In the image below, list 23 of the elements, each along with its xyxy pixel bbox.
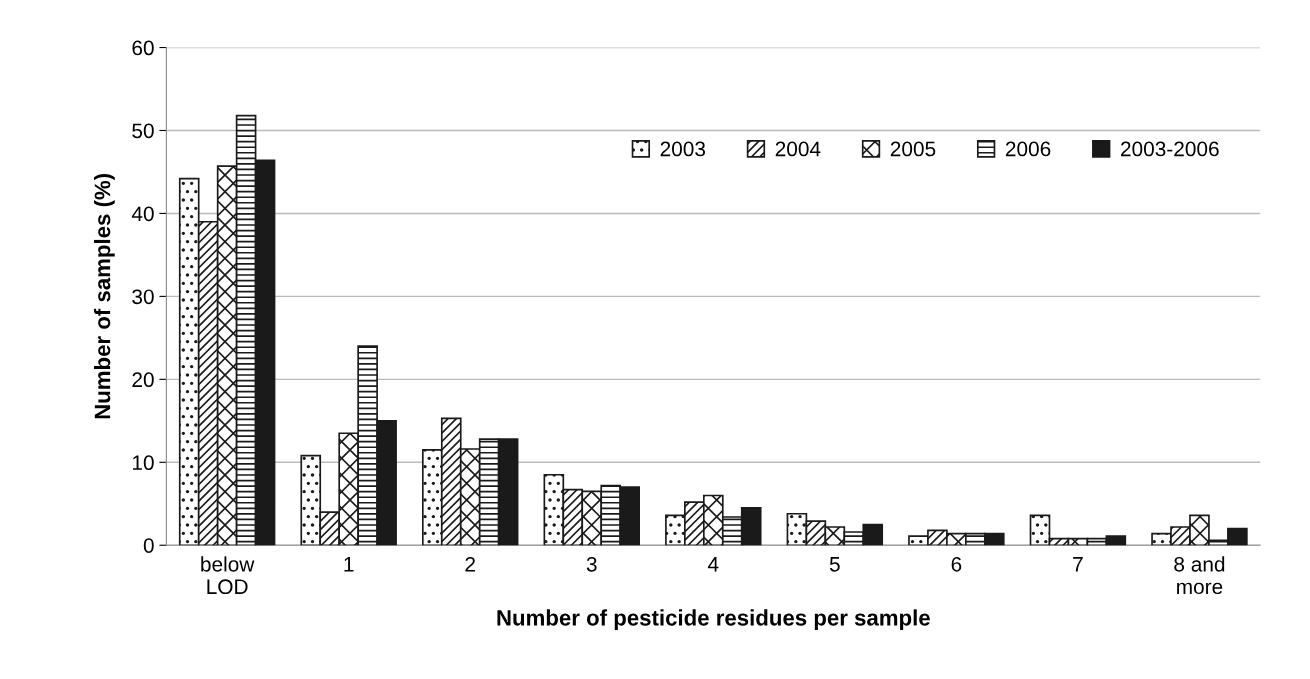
y-tick-label: 60 — [132, 40, 154, 56]
x-tick-label: 4 — [707, 557, 719, 572]
x-axis-title: Number of pesticide residues per sample — [497, 609, 930, 631]
y-tick-label: 40 — [131, 206, 154, 222]
y-tick-label: 20 — [132, 372, 154, 388]
legend-label: 2006 — [1005, 141, 1051, 157]
y-axis-title: Number of samples (%) — [94, 174, 115, 419]
x-tick-label: 2 — [465, 556, 475, 572]
x-tick-label: below LOD — [201, 556, 255, 595]
legend-label: 2003-2006 — [1121, 141, 1219, 157]
x-tick-label: 1 — [344, 557, 354, 572]
y-tick-label: 30 — [132, 289, 154, 305]
legend-label: 2003 — [660, 141, 706, 157]
legend-label: 2005 — [890, 141, 936, 157]
y-tick-label: 10 — [132, 455, 154, 471]
legend-label: 2004 — [775, 141, 821, 157]
x-tick-label: 5 — [829, 557, 840, 572]
x-tick-label: 3 — [586, 556, 597, 572]
x-tick-label: 6 — [951, 556, 962, 572]
x-tick-label: 7 — [1073, 557, 1083, 572]
y-tick-label: 50 — [132, 123, 154, 139]
x-tick-label: 8 and more — [1174, 556, 1225, 595]
y-tick-label: 0 — [143, 538, 154, 553]
